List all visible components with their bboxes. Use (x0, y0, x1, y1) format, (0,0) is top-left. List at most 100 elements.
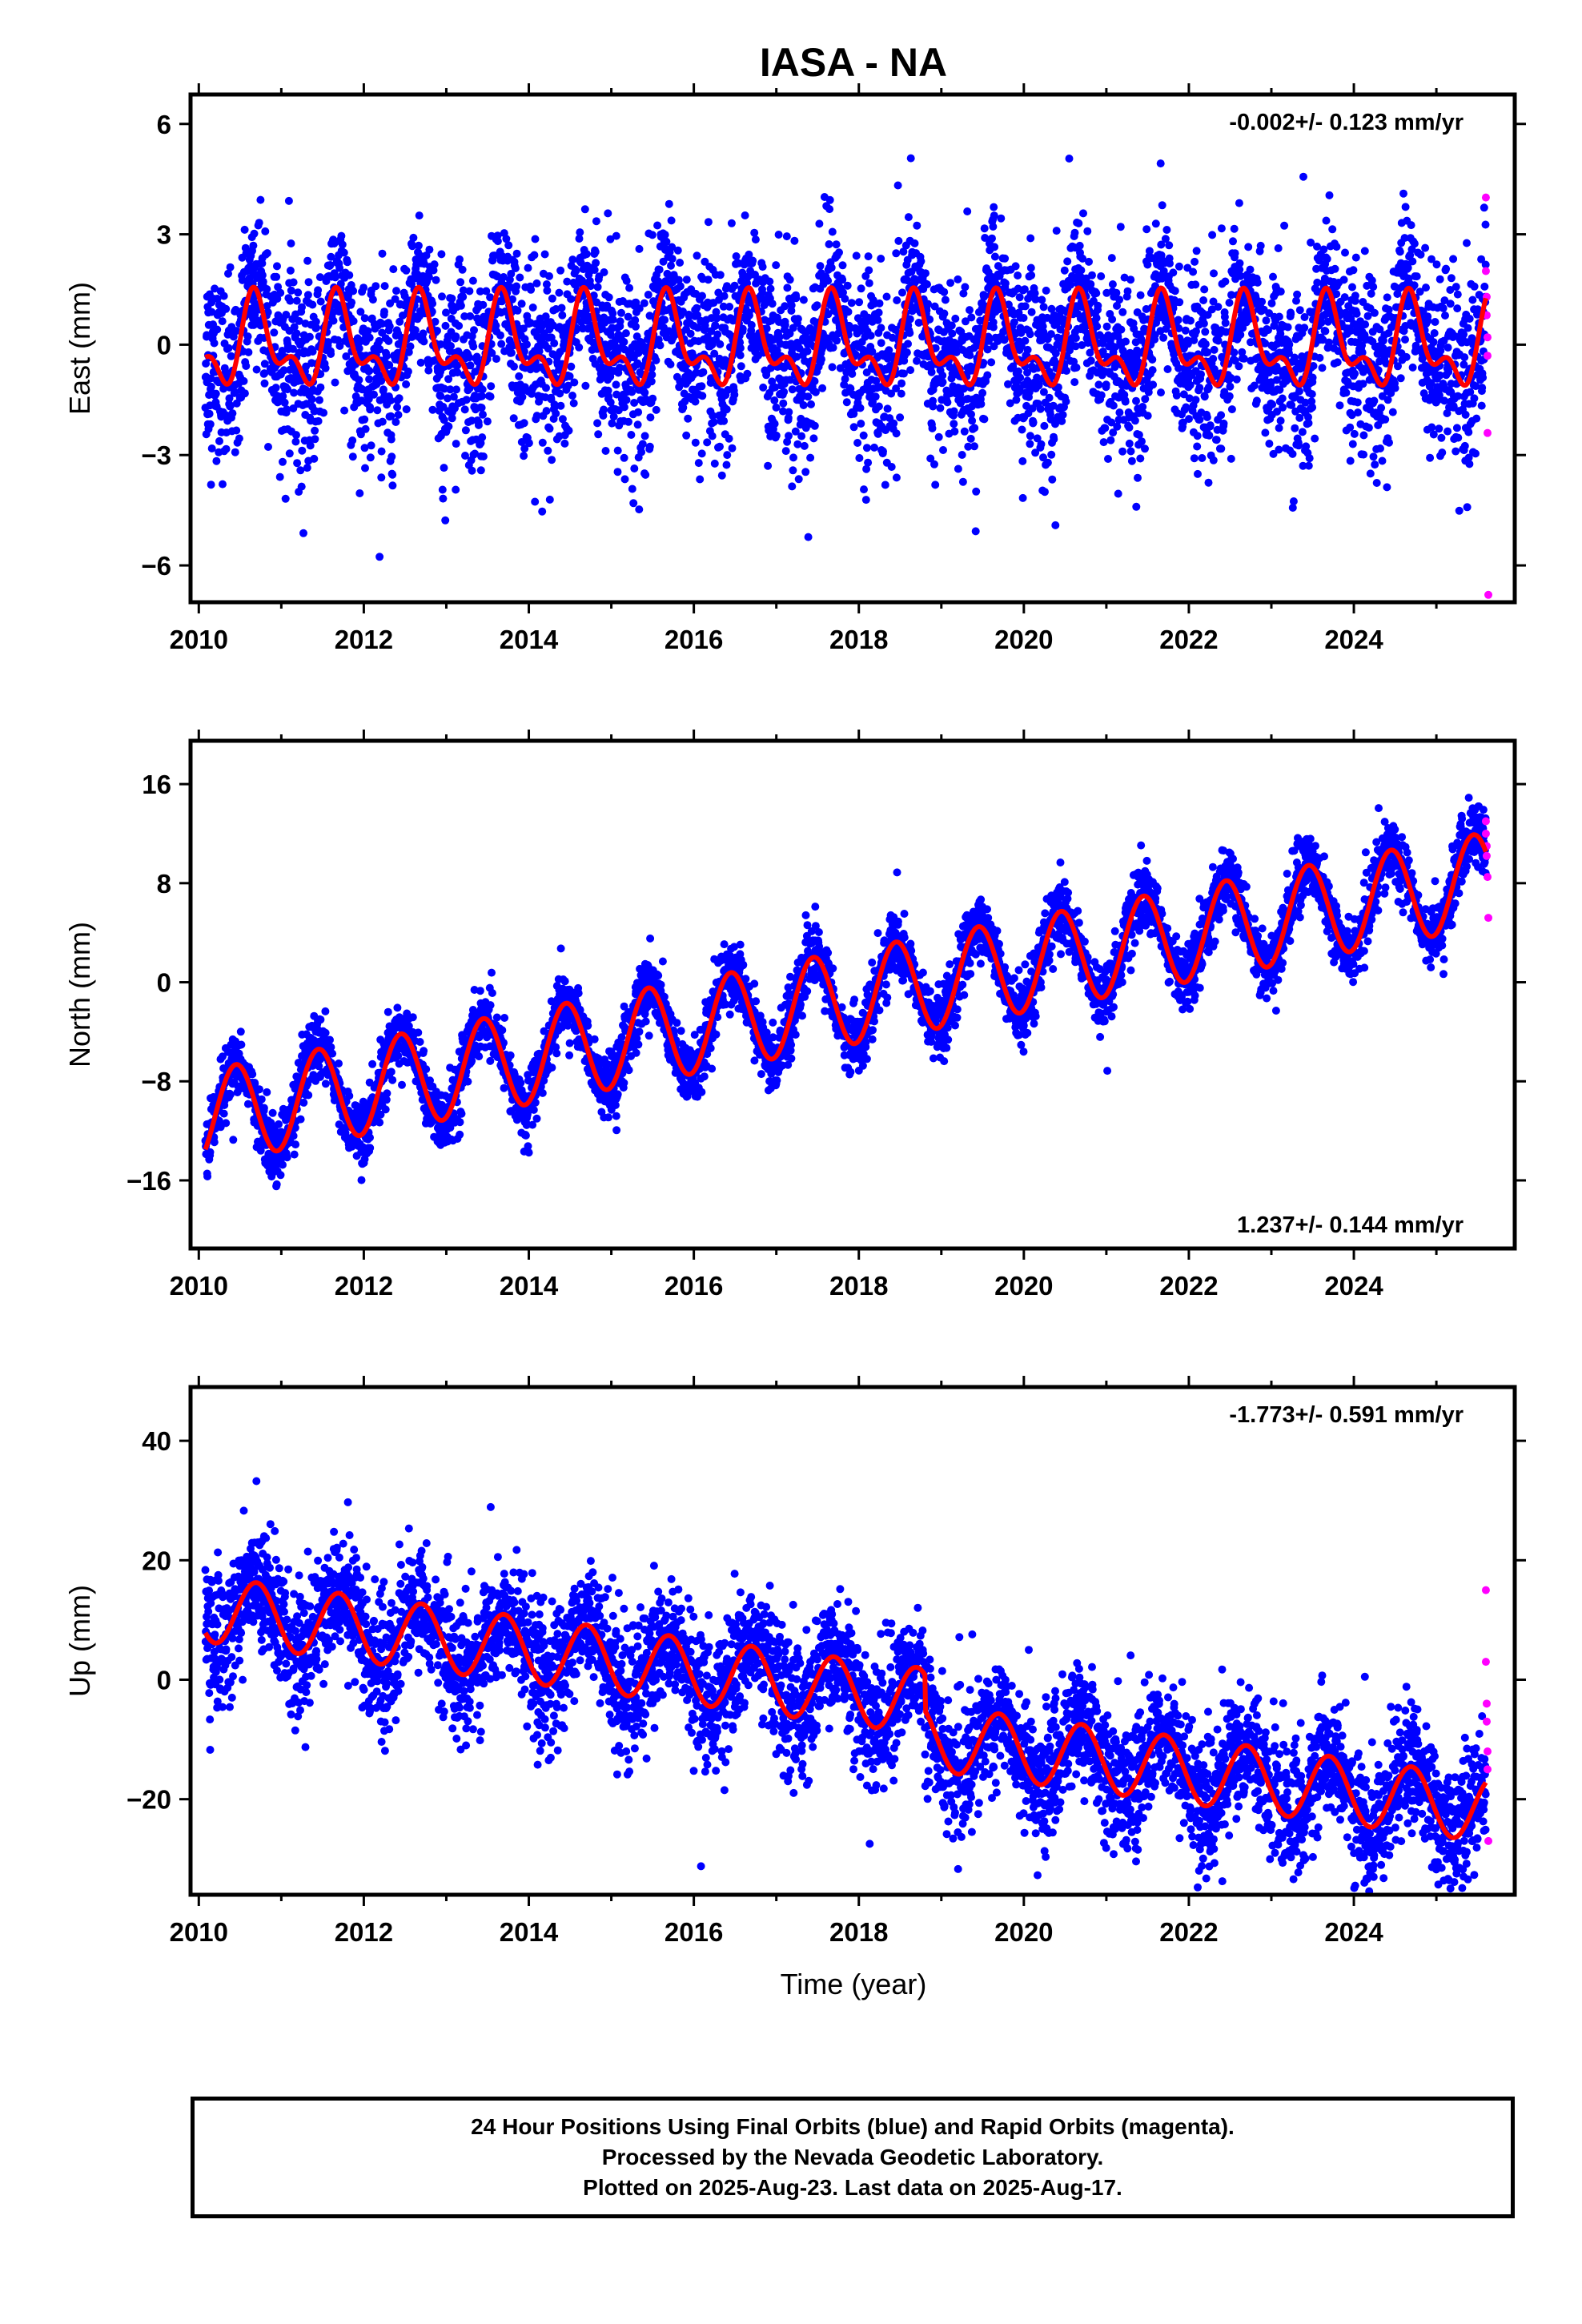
data-point (222, 1119, 231, 1128)
data-point (1370, 396, 1379, 405)
data-point (396, 317, 404, 326)
data-point (1275, 445, 1283, 454)
data-point (951, 314, 960, 323)
data-point (225, 394, 234, 403)
data-point (461, 426, 470, 435)
data-point (1043, 458, 1052, 467)
data-point (788, 385, 797, 394)
data-point (264, 443, 272, 451)
data-point (1210, 345, 1219, 354)
data-point (502, 235, 511, 243)
data-point (402, 380, 411, 388)
data-point (717, 471, 726, 480)
data-point (540, 250, 549, 259)
data-point (1268, 400, 1277, 408)
data-point (283, 405, 291, 414)
data-point (462, 396, 471, 404)
data-point (1125, 423, 1134, 432)
data-point (641, 470, 650, 479)
data-point (1122, 337, 1130, 346)
data-point (775, 332, 784, 341)
data-point (448, 414, 456, 423)
data-point (292, 329, 301, 338)
data-point (1225, 392, 1234, 400)
data-point (1331, 264, 1339, 273)
data-point (1209, 355, 1218, 363)
data-point (1472, 414, 1481, 423)
data-point (528, 304, 537, 312)
data-point (1454, 392, 1462, 400)
data-point (409, 233, 418, 242)
data-point (1192, 247, 1201, 255)
data-point (877, 324, 885, 332)
data-point (471, 449, 480, 458)
data-point (1235, 265, 1244, 274)
data-point (661, 231, 669, 239)
data-point (758, 263, 767, 271)
data-point (616, 317, 624, 326)
data-point (360, 444, 369, 452)
x-tick-label: 2010 (170, 625, 228, 654)
data-point (476, 287, 484, 296)
data-point (789, 466, 797, 475)
data-point (307, 395, 316, 404)
data-point (903, 276, 912, 285)
x-tick-label: 2020 (994, 625, 1053, 654)
data-point (1130, 416, 1139, 425)
data-point (1138, 437, 1146, 446)
data-point (303, 256, 312, 265)
data-point (910, 239, 919, 247)
data-point (987, 358, 996, 367)
data-point (1097, 272, 1106, 280)
data-point (617, 308, 625, 317)
panel-east: 2010 2012 2014 2016 2018 2020 2022 2024−6−3036E… (63, 83, 1526, 654)
data-point (622, 276, 631, 285)
data-point (469, 342, 478, 351)
data-point (259, 277, 267, 286)
data-point (1094, 380, 1103, 389)
data-point (938, 371, 947, 380)
data-point (1018, 456, 1027, 465)
data-point (219, 1052, 227, 1061)
data-point (531, 235, 540, 243)
data-point (966, 306, 974, 315)
data-point (576, 258, 585, 267)
data-point (782, 232, 791, 241)
data-point (1313, 242, 1321, 251)
data-point (1461, 410, 1470, 419)
x-tick-label: 2018 (829, 625, 888, 654)
data-point (956, 390, 965, 399)
data-point (978, 388, 987, 397)
data-point (741, 211, 749, 219)
data-point (544, 344, 552, 353)
data-point (1339, 275, 1348, 284)
data-point (548, 294, 556, 303)
data-point (1141, 395, 1150, 404)
data-point (1163, 365, 1172, 373)
data-point (206, 1148, 215, 1156)
data-point (1276, 329, 1285, 338)
data-point (385, 360, 394, 369)
data-point (962, 317, 970, 326)
data-point (367, 441, 375, 450)
data-point (1401, 336, 1409, 344)
data-point (710, 349, 719, 358)
data-point (512, 249, 521, 258)
data-point (1470, 394, 1479, 403)
data-point (1275, 385, 1284, 394)
data-point (1258, 297, 1267, 306)
data-point (428, 300, 437, 308)
data-point (1012, 396, 1021, 404)
data-point (981, 234, 990, 242)
data-point (1466, 388, 1475, 396)
data-point (1463, 503, 1472, 512)
data-point (662, 237, 671, 246)
data-point (704, 218, 713, 227)
data-point (824, 310, 833, 319)
data-point (210, 339, 219, 348)
data-point (682, 275, 691, 284)
data-point (431, 317, 440, 326)
data-point (1432, 260, 1441, 269)
data-point (625, 283, 634, 292)
data-point (774, 231, 783, 239)
